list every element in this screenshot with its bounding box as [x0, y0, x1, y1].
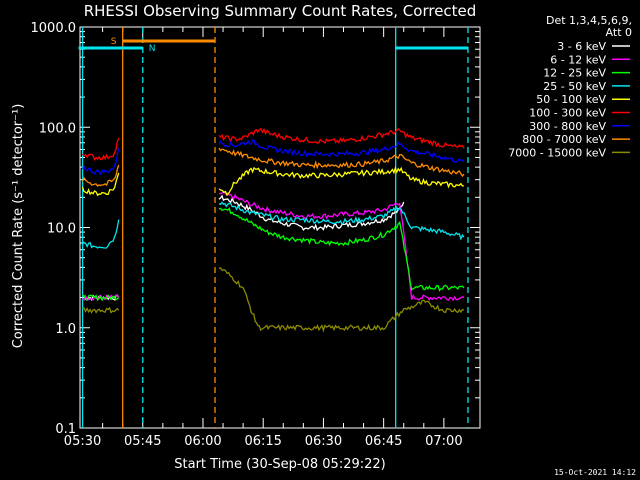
x-tick-label: 06:30: [305, 434, 342, 449]
series-line: [82, 147, 120, 176]
series-line: [219, 191, 465, 302]
legend-entry-label: 6 - 12 keV: [550, 53, 606, 66]
flag-label: N: [149, 44, 156, 54]
legend-entry-label: 50 - 100 keV: [536, 93, 606, 106]
series-line: [218, 194, 405, 232]
y-tick-label: 10.0: [47, 222, 76, 237]
legend-entry-label: 100 - 300 keV: [529, 107, 606, 120]
y-tick-label: 100.0: [39, 121, 76, 136]
x-tick-label: 06:45: [365, 434, 402, 449]
x-axis-label: Start Time (30-Sep-08 05:29:22): [174, 457, 385, 472]
y-tick-label: 0.1: [55, 422, 76, 437]
legend-entry-label: 3 - 6 keV: [557, 40, 606, 53]
chart-title: RHESSI Observing Summary Count Rates, Co…: [84, 2, 477, 20]
legend-entry-label: 300 - 800 keV: [529, 120, 606, 133]
legend-entry-label: 12 - 25 keV: [543, 67, 606, 80]
series-line: [218, 127, 465, 149]
x-tick-label: 05:45: [124, 434, 161, 449]
legend-header: Det 1,3,4,5,6,9,: [546, 14, 632, 27]
series-line: [218, 201, 465, 241]
series-line: [82, 294, 120, 302]
x-tick-label: 05:30: [64, 434, 101, 449]
plot-frame: [79, 26, 481, 429]
legend-entry-label: 25 - 50 keV: [543, 80, 606, 93]
x-tick-label: 06:00: [184, 434, 221, 449]
plot-area: 0.1 1.0 10.0 100.0 1000.0 05:30 05:45 06:00 06:1…: [31, 21, 481, 449]
series-line: [82, 219, 120, 249]
y-axis-label: Corrected Count Rate (s⁻¹ detector⁻¹): [11, 104, 26, 349]
series-line: [218, 166, 464, 197]
series-line: [81, 172, 120, 197]
legend-entry-label: 7000 - 15000 keV: [508, 146, 606, 159]
series-line: [218, 147, 465, 178]
flag-label: S: [111, 37, 117, 47]
x-tick-label: 06:15: [244, 434, 281, 449]
y-tick-label: 1000.0: [31, 21, 77, 36]
x-tick-label: 07:00: [425, 434, 462, 449]
series-line: [218, 139, 465, 163]
series-line: [218, 267, 465, 333]
legend-header: Att 0: [606, 26, 632, 39]
series-line: [218, 207, 465, 292]
series-line: [82, 306, 120, 314]
y-tick-label: 1.0: [55, 322, 76, 337]
series-line: [81, 137, 120, 161]
legend-entry-label: 800 - 7000 keV: [522, 133, 606, 146]
series-line: [81, 164, 120, 188]
footer-date: 15-Oct-2021 14:12: [554, 468, 636, 477]
